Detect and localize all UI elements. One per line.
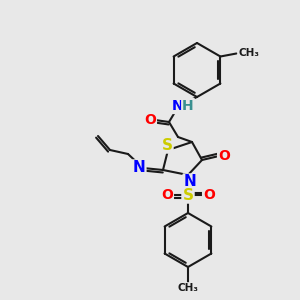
Text: O: O: [161, 188, 173, 202]
Text: N: N: [184, 175, 196, 190]
Text: O: O: [218, 149, 230, 163]
Text: S: S: [182, 188, 194, 202]
Text: CH₃: CH₃: [178, 283, 199, 293]
Text: N: N: [133, 160, 146, 175]
Text: N: N: [172, 99, 184, 113]
Text: CH₃: CH₃: [238, 49, 260, 58]
Text: S: S: [161, 137, 172, 152]
Text: H: H: [182, 99, 194, 113]
Text: O: O: [144, 113, 156, 127]
Text: O: O: [203, 188, 215, 202]
